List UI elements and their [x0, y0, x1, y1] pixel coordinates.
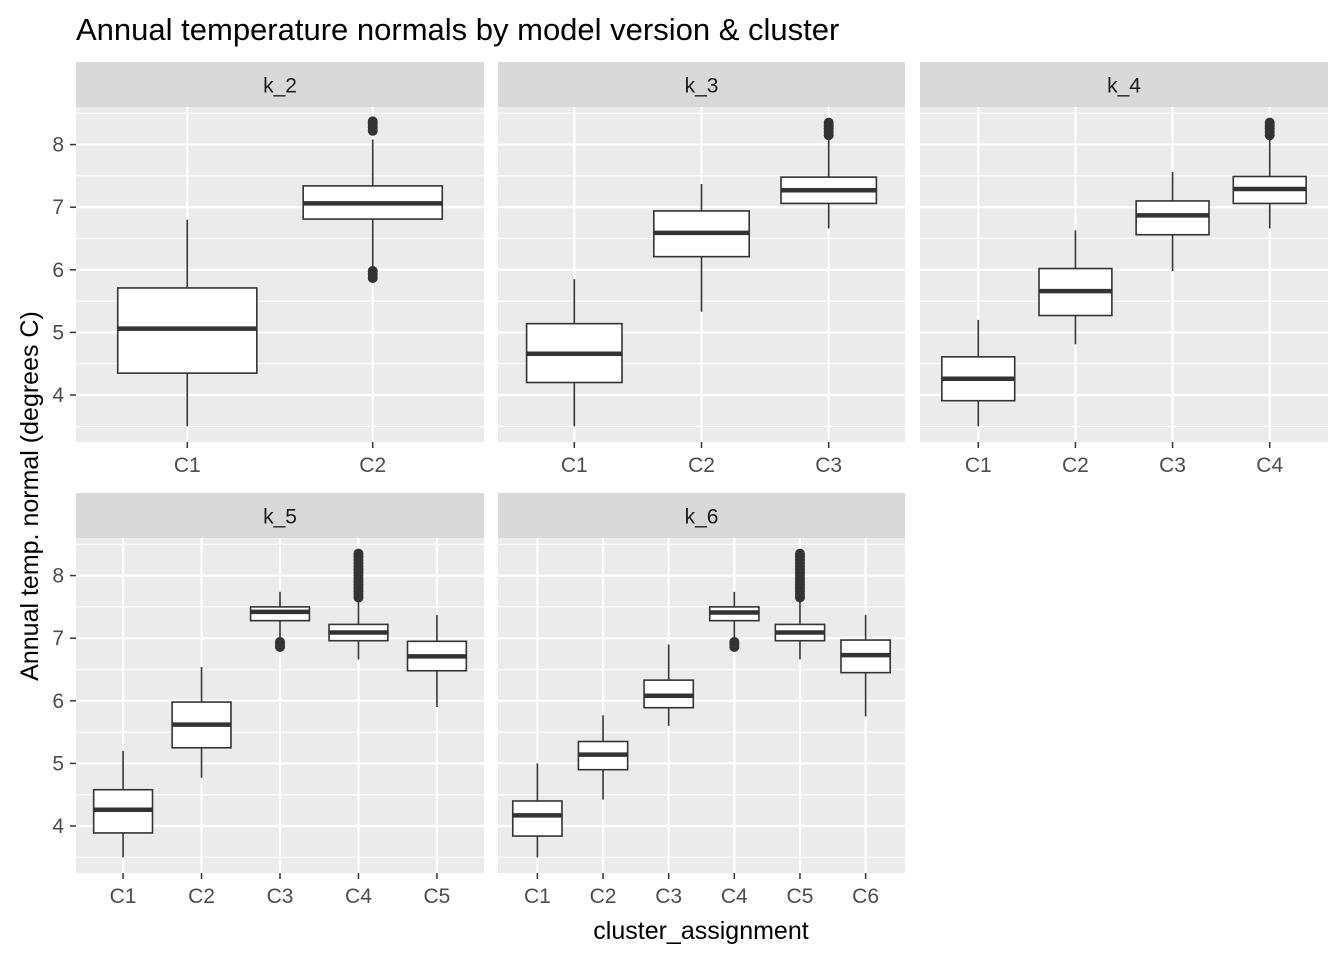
facet-k-2: k_2 4 5 6 7 8 C1 C2	[52, 62, 484, 477]
facet-strip-label: k_4	[1107, 75, 1141, 98]
facet-strip	[498, 62, 905, 107]
box-c1	[511, 763, 563, 858]
x-tick-label: C2	[188, 885, 215, 908]
box-c3	[643, 644, 695, 726]
y-tick-label: 5	[52, 321, 64, 344]
x-tick-label: C1	[174, 454, 201, 477]
x-tick-label: C2	[590, 885, 617, 908]
x-axis-title: cluster_assignment	[593, 917, 808, 945]
facet-strip-label: k_3	[685, 75, 719, 98]
box-c3	[249, 591, 311, 652]
x-tick-label: C3	[655, 885, 682, 908]
box-c2	[577, 715, 629, 800]
facet-panels: k_2 4 5 6 7 8 C1 C2 k_3 C1 C2 C3 k_4 C1 C2 C3 C4 k_5 4 5 6 7 8…	[52, 62, 1328, 908]
x-tick-label: C5	[423, 885, 450, 908]
outlier-point	[794, 548, 805, 559]
facet-k-5: k_5 4 5 6 7 8 C1 C2 C3 C4 C5	[52, 493, 484, 908]
x-tick-label: C1	[965, 454, 992, 477]
facet-strip	[920, 62, 1328, 107]
x-tick-label: C4	[345, 885, 372, 908]
box-c2	[302, 116, 444, 283]
outlier-point	[729, 636, 740, 647]
outlier-point	[367, 266, 378, 277]
outlier-point	[823, 117, 834, 128]
box-c1	[116, 219, 258, 427]
x-tick-label: C6	[852, 885, 879, 908]
x-tick-label: C3	[267, 885, 294, 908]
y-tick-label: 5	[52, 752, 64, 775]
y-tick-label: 6	[52, 259, 64, 282]
outlier-point	[367, 116, 378, 127]
x-tick-label: C1	[110, 885, 137, 908]
facet-strip-label: k_2	[263, 75, 297, 98]
outlier-point	[1264, 117, 1275, 128]
box-c4	[328, 548, 389, 660]
facet-strip-label: k_6	[685, 506, 719, 529]
x-tick-label: C3	[815, 454, 842, 477]
box-c5	[774, 548, 826, 660]
facet-strip	[498, 493, 905, 538]
x-tick-label: C1	[524, 885, 551, 908]
box-c1	[525, 279, 623, 427]
y-tick-label: 8	[52, 565, 64, 588]
facet-strip	[76, 62, 484, 107]
x-tick-label: C2	[359, 454, 386, 477]
box-c1	[92, 750, 154, 858]
chart-title: Annual temperature normals by model vers…	[76, 12, 839, 47]
y-tick-label: 7	[52, 196, 64, 219]
y-tick-label: 4	[52, 384, 64, 407]
box-c4	[1232, 117, 1307, 229]
facet-strip-label: k_5	[263, 506, 297, 529]
box-c4	[708, 591, 760, 652]
x-tick-label: C1	[561, 454, 588, 477]
box-c3	[1135, 172, 1210, 272]
outlier-point	[353, 548, 364, 559]
y-tick-label: 7	[52, 627, 64, 650]
panel-background	[76, 107, 484, 442]
facet-k-6: k_6 C1 C2 C3 C4 C5 C6	[498, 493, 905, 908]
box-c1	[941, 319, 1016, 427]
outlier-point	[275, 636, 285, 647]
x-tick-label: C4	[721, 885, 748, 908]
box-iqr	[511, 800, 563, 837]
y-tick-label: 8	[52, 134, 64, 157]
facet-k-3: k_3 C1 C2 C3	[498, 62, 905, 477]
y-axis-title: Annual temp. normal (degrees C)	[16, 311, 44, 681]
x-tick-label: C3	[1159, 454, 1186, 477]
y-tick-label: 6	[52, 690, 64, 713]
panel-background	[498, 538, 905, 873]
x-tick-label: C2	[1062, 454, 1089, 477]
x-tick-label: C5	[787, 885, 814, 908]
box-iqr	[1135, 200, 1210, 236]
box-c6	[840, 615, 892, 717]
box-c2	[171, 666, 232, 778]
facet-k-4: k_4 C1 C2 C3 C4	[920, 62, 1328, 477]
facet-strip	[76, 493, 484, 538]
y-tick-label: 4	[52, 815, 64, 838]
box-c5	[406, 615, 468, 708]
x-tick-label: C4	[1256, 454, 1283, 477]
x-tick-label: C2	[688, 454, 715, 477]
box-c2	[1038, 230, 1113, 345]
box-c2	[653, 184, 750, 312]
box-c3	[780, 117, 878, 229]
